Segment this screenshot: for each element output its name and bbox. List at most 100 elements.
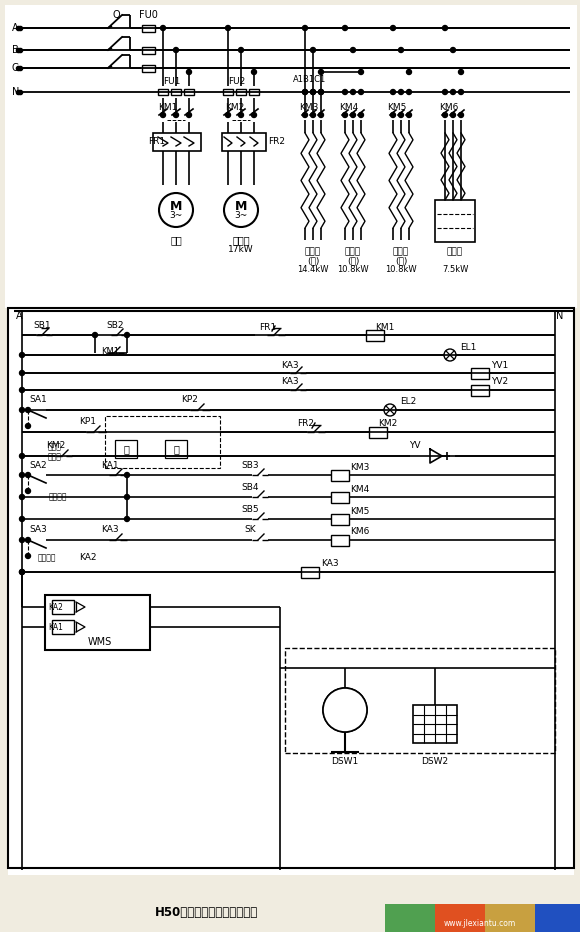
- Text: KA3: KA3: [101, 526, 119, 534]
- Text: SK: SK: [244, 526, 256, 534]
- Text: KA2: KA2: [79, 554, 97, 563]
- Bar: [331, 491, 349, 502]
- Circle shape: [358, 113, 364, 117]
- Text: KM4: KM4: [339, 103, 358, 113]
- Circle shape: [318, 113, 324, 117]
- Bar: [142, 24, 154, 32]
- Circle shape: [20, 569, 24, 574]
- Bar: [165, 440, 187, 458]
- Text: 行整止: 行整止: [48, 453, 62, 461]
- Text: FR2: FR2: [298, 419, 314, 429]
- Circle shape: [310, 89, 316, 94]
- Text: EL1: EL1: [460, 342, 476, 351]
- Circle shape: [20, 407, 24, 413]
- Text: 制冷机: 制冷机: [232, 235, 250, 245]
- Circle shape: [443, 113, 448, 117]
- Text: KA1: KA1: [101, 460, 119, 470]
- Text: 风机: 风机: [170, 235, 182, 245]
- Bar: [8, 308, 574, 868]
- Text: KM2: KM2: [378, 419, 398, 429]
- Text: KM4: KM4: [350, 485, 369, 494]
- Text: SB5: SB5: [241, 504, 259, 514]
- Circle shape: [310, 113, 316, 117]
- Circle shape: [20, 538, 24, 542]
- Text: SA3: SA3: [29, 526, 47, 534]
- Text: FU1: FU1: [163, 77, 180, 87]
- Circle shape: [407, 113, 411, 117]
- Circle shape: [443, 89, 448, 94]
- Circle shape: [125, 333, 129, 337]
- Bar: [435, 200, 475, 242]
- Circle shape: [407, 70, 411, 75]
- Circle shape: [161, 25, 165, 31]
- Circle shape: [459, 89, 463, 94]
- Circle shape: [350, 48, 356, 52]
- Text: WMS: WMS: [88, 637, 112, 647]
- Circle shape: [125, 473, 129, 477]
- Circle shape: [20, 371, 24, 376]
- Text: M: M: [235, 199, 247, 212]
- Circle shape: [407, 89, 411, 94]
- Text: SA2: SA2: [29, 460, 47, 470]
- Circle shape: [187, 113, 191, 117]
- Bar: [385, 904, 435, 932]
- Text: 14.4kW: 14.4kW: [297, 266, 329, 275]
- Text: KA3: KA3: [281, 377, 299, 387]
- Text: 3~: 3~: [169, 212, 183, 221]
- Text: 加湿器: 加湿器: [447, 248, 463, 256]
- Bar: [471, 367, 489, 378]
- Circle shape: [459, 70, 463, 75]
- Text: DSW2: DSW2: [422, 758, 448, 766]
- Text: 7.5kW: 7.5kW: [442, 266, 468, 275]
- Bar: [5, 5, 577, 308]
- Circle shape: [125, 495, 129, 500]
- Circle shape: [323, 688, 367, 732]
- Circle shape: [443, 25, 448, 31]
- Text: A: A: [12, 23, 19, 33]
- Circle shape: [224, 193, 258, 227]
- Text: 自动手动: 自动手动: [49, 492, 67, 501]
- Text: KM6: KM6: [439, 103, 458, 113]
- Text: 运调停: 运调停: [48, 443, 62, 451]
- Bar: [105, 416, 220, 468]
- Circle shape: [303, 89, 307, 94]
- Circle shape: [20, 569, 24, 574]
- Bar: [153, 133, 201, 151]
- Text: 17kW: 17kW: [228, 245, 254, 254]
- Circle shape: [238, 48, 244, 52]
- Text: ⬜: ⬜: [173, 444, 179, 454]
- Text: SB2: SB2: [106, 321, 124, 330]
- Bar: [52, 600, 74, 614]
- Text: 加热器: 加热器: [305, 248, 321, 256]
- Circle shape: [26, 554, 31, 558]
- Circle shape: [173, 48, 179, 52]
- Circle shape: [318, 89, 324, 94]
- Text: YV2: YV2: [491, 377, 509, 387]
- Text: EL2: EL2: [400, 398, 416, 406]
- Text: N: N: [556, 311, 564, 321]
- Circle shape: [310, 89, 316, 94]
- Text: 自动手动: 自动手动: [38, 554, 56, 563]
- Circle shape: [26, 473, 31, 477]
- Text: KM3: KM3: [299, 103, 318, 113]
- Circle shape: [358, 89, 364, 94]
- Circle shape: [398, 48, 404, 52]
- Bar: [285, 648, 555, 753]
- Text: KM2: KM2: [225, 103, 244, 113]
- Bar: [8, 308, 574, 875]
- Text: SA1: SA1: [29, 395, 47, 404]
- Circle shape: [252, 113, 256, 117]
- Text: A: A: [16, 311, 23, 321]
- Circle shape: [125, 516, 129, 522]
- Circle shape: [92, 333, 97, 337]
- Bar: [369, 427, 387, 437]
- Circle shape: [187, 70, 191, 75]
- Text: (一): (一): [307, 256, 319, 266]
- Text: Q: Q: [112, 10, 120, 20]
- Bar: [385, 904, 575, 932]
- Circle shape: [343, 113, 347, 117]
- Bar: [331, 470, 349, 481]
- Circle shape: [323, 688, 367, 732]
- Circle shape: [20, 473, 24, 477]
- Text: FU2: FU2: [228, 77, 245, 87]
